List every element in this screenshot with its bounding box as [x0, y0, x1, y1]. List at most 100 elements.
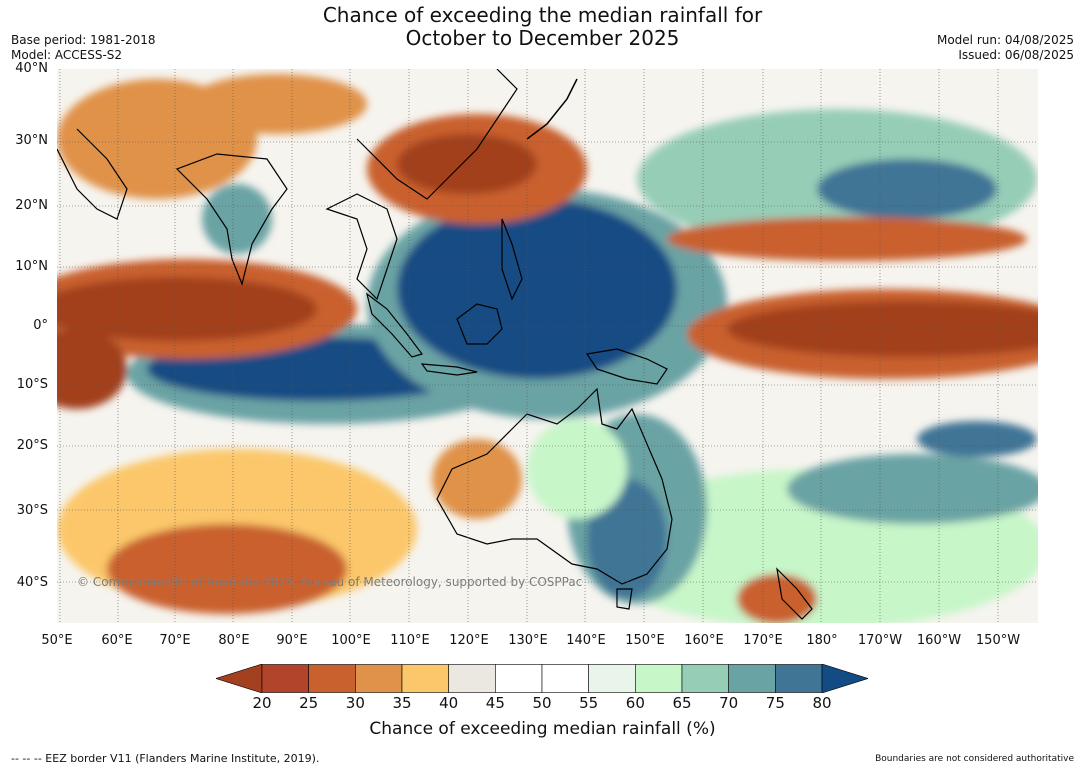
colorbar-label: Chance of exceeding median rainfall (%): [369, 719, 716, 739]
eez-note: -- -- -- EEZ border V11 (Flanders Marine…: [11, 752, 320, 765]
lon-label-150w: 150°W: [975, 633, 1021, 648]
lat-label-10s: 10°S: [16, 377, 48, 392]
colorbar-tick-25: 25: [299, 694, 319, 712]
lat-label-30s: 30°S: [16, 503, 48, 518]
colorbar-box-11: [728, 664, 776, 693]
coastline-indochina: [325, 193, 398, 301]
coastline-india: [175, 153, 288, 286]
region-western-australia-dry: [432, 439, 522, 519]
region-south-pacific-wet: [787, 454, 1038, 524]
region-central-pacific-dry-core: [727, 301, 1038, 357]
lon-label-180: 180°: [806, 633, 838, 648]
coastline-sumatra: [366, 292, 423, 358]
colorbar-box-6: [495, 664, 543, 693]
colorbar-arrow-low: [215, 663, 263, 694]
colorbar-tick-55: 55: [579, 694, 599, 712]
map-canvas: [57, 69, 1038, 623]
coastlines: [57, 69, 813, 620]
region-arabian-sea-dry-core: [57, 277, 317, 341]
region-north-pacific-dry: [667, 217, 1027, 261]
lon-label-160e: 160°E: [684, 633, 724, 648]
lon-label-80e: 80°E: [218, 633, 250, 648]
coastline-borneo: [456, 303, 503, 345]
boundary-disclaimer: Boundaries are not considered authoritat…: [875, 754, 1074, 764]
region-southern-indian-dry-core: [107, 524, 347, 614]
lat-label-40s: 40°S: [16, 575, 48, 590]
region-north-pacific-wet-core: [817, 159, 997, 219]
probability-field: [57, 74, 1038, 623]
rainfall-map: [57, 69, 1038, 623]
lon-label-70e: 70°E: [159, 633, 191, 648]
colorbar-tick-70: 70: [719, 694, 739, 712]
colorbar-tick-50: 50: [532, 694, 552, 712]
lon-label-60e: 60°E: [101, 633, 133, 648]
copyright-watermark: © Commonwealth of Australia 2025, Bureau…: [77, 575, 583, 589]
coastline-new-guinea: [585, 348, 668, 385]
title-line-2: October to December 2025: [405, 26, 680, 50]
lat-label-10n: 10°N: [15, 259, 48, 274]
region-east-asia-dry-core: [397, 134, 537, 194]
graticule: [57, 69, 1038, 623]
colorbar-graphic: [215, 663, 869, 694]
region-south-asia-dry: [187, 74, 367, 134]
colorbar-tick-45: 45: [485, 694, 505, 712]
coastline-arabia: [57, 128, 128, 220]
colorbar-arrow-high: [821, 663, 869, 694]
coastline-australia: [436, 387, 673, 585]
lon-label-170w: 170°W: [857, 633, 903, 648]
colorbar-tick-75: 75: [765, 694, 785, 712]
lat-label-20s: 20°S: [16, 438, 48, 453]
colorbar-tick-65: 65: [672, 694, 692, 712]
colorbar-tick-60: 60: [625, 694, 645, 712]
base-period: Base period: 1981-2018: [11, 33, 156, 47]
colorbar-box-7: [541, 664, 589, 693]
colorbar-tick-80: 80: [812, 694, 832, 712]
colorbar-tick-30: 30: [345, 694, 365, 712]
model-info: Base period: 1981-2018 Model: ACCESS-S2: [11, 33, 156, 63]
coastline-new-zealand: [776, 567, 813, 620]
colorbar-box-12: [775, 664, 823, 693]
region-india-wet: [202, 184, 272, 254]
lon-label-90e: 90°E: [276, 633, 308, 648]
run-info: Model run: 04/08/2025 Issued: 06/08/2025: [937, 33, 1074, 63]
region-west-indian-dry: [57, 329, 127, 409]
coastline-east-asia: [356, 69, 518, 200]
coastline-tasmania: [616, 588, 633, 610]
colorbar: [215, 663, 869, 694]
colorbar-box-1: [261, 664, 309, 693]
model-run: Model run: 04/08/2025: [936, 33, 1074, 47]
region-new-zealand-dry: [737, 574, 817, 623]
colorbar-box-8: [588, 664, 636, 693]
lon-label-50e: 50°E: [41, 633, 73, 648]
coastline-japan: [526, 78, 578, 140]
colorbar-box-10: [681, 664, 729, 693]
coastline-philippines: [501, 218, 523, 301]
colorbar-tick-35: 35: [392, 694, 412, 712]
region-south-pacific-wet-core: [917, 421, 1037, 457]
lat-label-40n: 40°N: [15, 61, 48, 76]
map-title: Chance of exceeding the median rainfall …: [0, 4, 1085, 50]
lat-label-20n: 20°N: [15, 198, 48, 213]
model-name: Model: ACCESS-S2: [11, 48, 123, 62]
colorbar-tick-20: 20: [252, 694, 272, 712]
lon-label-160w: 160°W: [916, 633, 962, 648]
colorbar-box-4: [401, 664, 449, 693]
region-maritime-wet-core: [397, 199, 677, 379]
colorbar-tick-40: 40: [439, 694, 459, 712]
colorbar-box-2: [308, 664, 356, 693]
lon-label-140e: 140°E: [566, 633, 606, 648]
lon-label-150e: 150°E: [625, 633, 665, 648]
lon-label-100e: 100°E: [331, 633, 371, 648]
coastline-java: [420, 363, 478, 376]
lat-label-30n: 30°N: [15, 133, 48, 148]
region-australia-central: [527, 419, 627, 519]
colorbar-box-9: [635, 664, 683, 693]
lon-label-130e: 130°E: [508, 633, 548, 648]
colorbar-box-3: [355, 664, 403, 693]
colorbar-box-5: [448, 664, 496, 693]
lat-label-equator: 0°: [33, 318, 48, 333]
lon-label-170e: 170°E: [743, 633, 783, 648]
issued-date: Issued: 06/08/2025: [958, 48, 1074, 62]
lon-label-120e: 120°E: [449, 633, 489, 648]
title-line-1: Chance of exceeding the median rainfall …: [322, 3, 763, 27]
